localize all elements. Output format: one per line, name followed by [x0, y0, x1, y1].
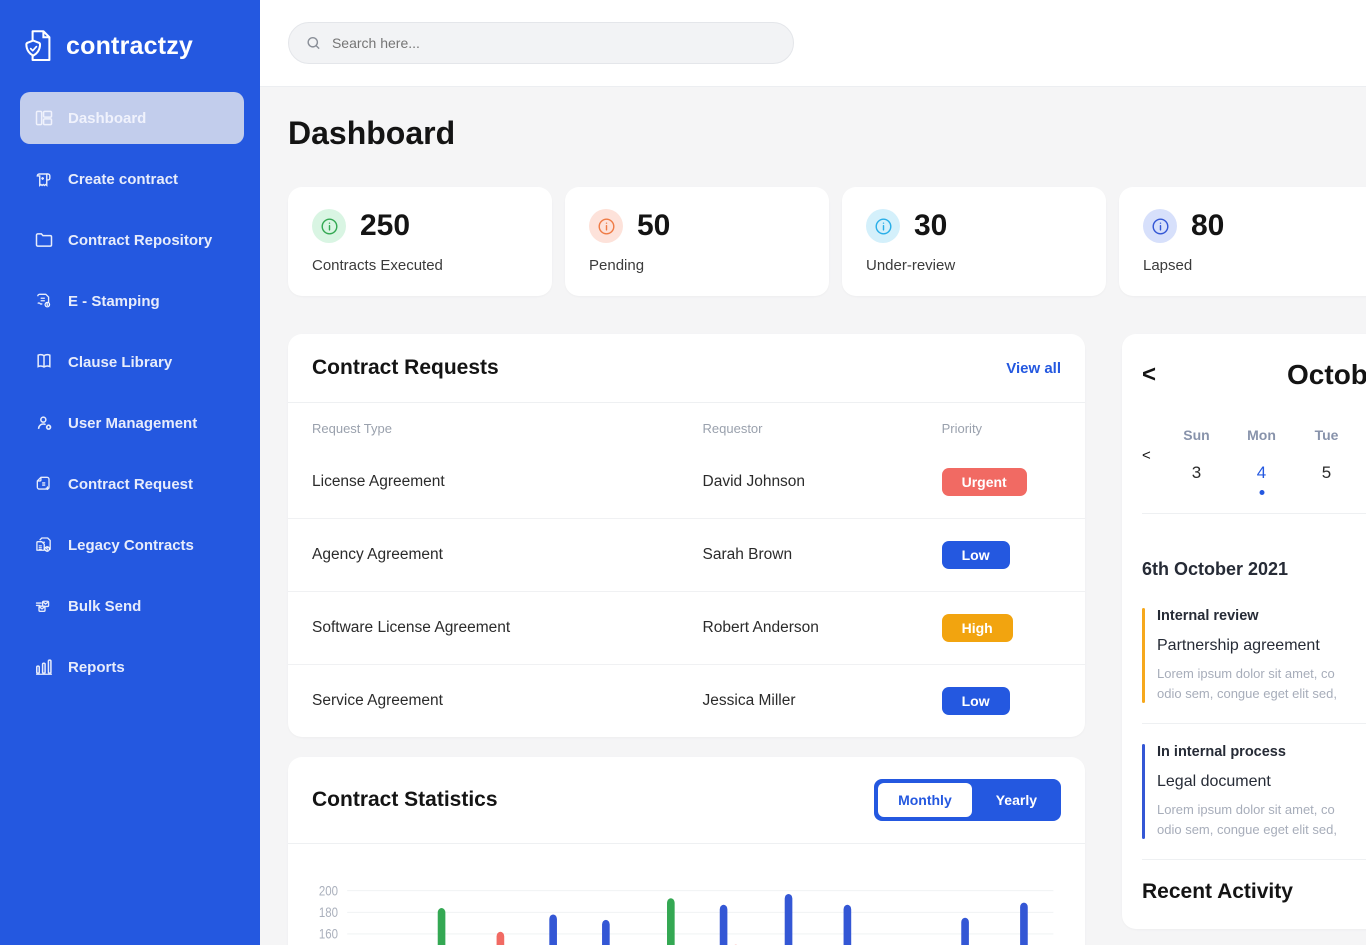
svg-text:180: 180 [319, 905, 338, 920]
svg-text:200: 200 [319, 883, 338, 898]
svg-text:160: 160 [319, 927, 338, 942]
